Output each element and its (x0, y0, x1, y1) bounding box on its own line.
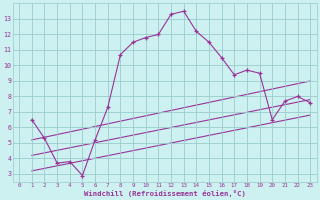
X-axis label: Windchill (Refroidissement éolien,°C): Windchill (Refroidissement éolien,°C) (84, 190, 246, 197)
